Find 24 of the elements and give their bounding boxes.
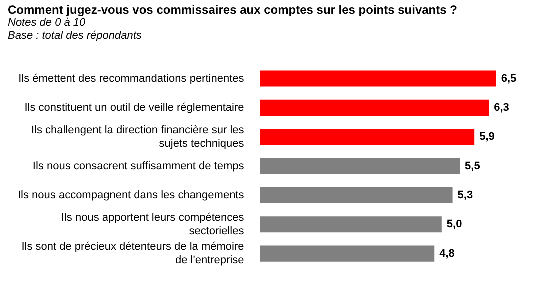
y-tick-label: Ils nous accompagnent dans les changements (18, 190, 245, 202)
data-label: 6,3 (494, 102, 510, 114)
data-label: 4,8 (440, 248, 455, 260)
bar (260, 187, 453, 204)
text: Base : total des répondants (8, 30, 143, 43)
y-tick-label: Ils émettent des recommandations pertinentes (18, 72, 245, 85)
data-label: 5,9 (480, 131, 495, 144)
y-tick-label: Ils challengent la direction financière sur les sujets techniques (31, 124, 245, 150)
y-tick-label: Ils sont de précieux détenteurs de la mémoire de l'entreprise (22, 241, 244, 266)
data-label: 6,5 (501, 72, 517, 85)
bar (260, 70, 496, 87)
data-label: 5,0 (446, 218, 462, 231)
chart-title: Comment jugez-vous vos commissaires aux comptes sur les points suivants ? (8, 3, 458, 17)
bar (260, 158, 460, 174)
bar (260, 216, 442, 233)
y-tick-label: Ils nous apportent leurs compétences sectorielles (61, 212, 245, 238)
data-label: 5,5 (465, 160, 480, 172)
bar (260, 100, 490, 116)
y-tick-label: Ils nous consacrent suffisamment de temps (32, 160, 245, 172)
data-label: 5,3 (458, 190, 474, 202)
text: Notes de 0 à 10 (8, 17, 86, 30)
bar (260, 246, 435, 262)
bar (260, 129, 475, 146)
y-tick-label: Ils constituent un outil de veille réglementaire (24, 102, 244, 114)
